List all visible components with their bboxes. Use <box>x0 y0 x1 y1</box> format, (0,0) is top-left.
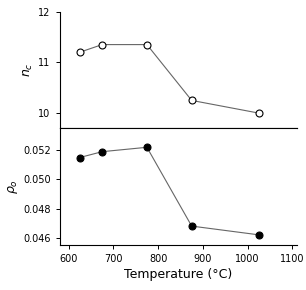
Y-axis label: $n_c$: $n_c$ <box>22 63 35 77</box>
Y-axis label: $\rho_o$: $\rho_o$ <box>6 179 20 194</box>
X-axis label: Temperature (°C): Temperature (°C) <box>124 268 232 281</box>
